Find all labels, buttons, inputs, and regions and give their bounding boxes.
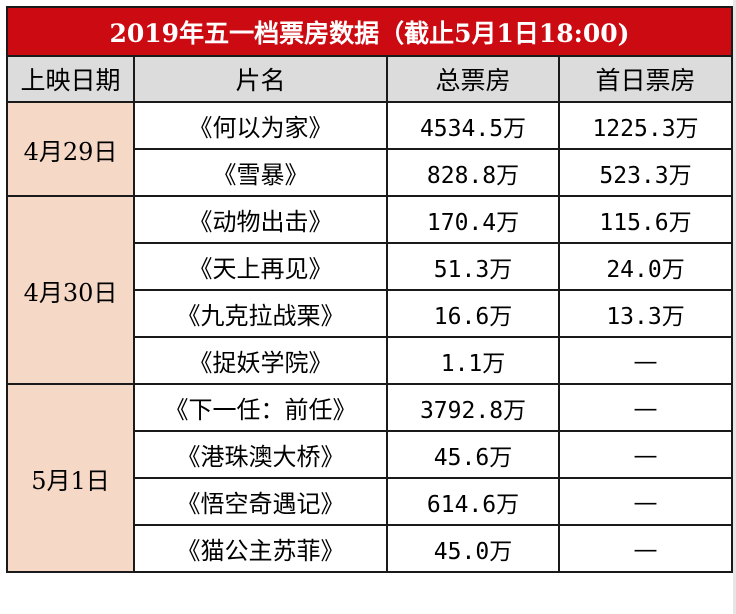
first-day-box-office-cell: 115.6万	[557, 195, 734, 244]
total-box-office-cell: 51.3万	[386, 242, 560, 291]
total-box-office-cell-unit: 万	[489, 444, 513, 471]
first-day-box-office-cell-value: —	[633, 534, 658, 563]
total-box-office-cell-unit: 万	[496, 162, 520, 189]
total-box-office-cell-unit: 万	[489, 538, 513, 565]
film-name-cell: 《雪暴》	[133, 148, 388, 197]
total-box-office-cell-unit: 万	[482, 350, 506, 377]
first-day-box-office-cell-value: —	[633, 440, 658, 469]
first-day-box-office-cell-unit: 万	[668, 209, 692, 236]
total-box-office-cell-value: 16.6	[433, 303, 490, 330]
total-box-office-cell: 3792.8万	[386, 383, 560, 432]
header-row: 上映日期 片名 总票房 首日票房	[6, 55, 734, 103]
total-box-office-cell-unit: 万	[489, 303, 513, 330]
total-box-office-cell-value: 45.0	[433, 538, 490, 565]
first-day-box-office-cell-value: 1225.3	[592, 115, 676, 142]
release-date-cell: 5月1日	[6, 383, 135, 573]
film-name-cell: 《悟空奇遇记》	[133, 477, 388, 526]
table-row: 《雪暴》 828.8万 523.3万	[7, 148, 734, 197]
sheet-edge	[733, 0, 736, 614]
film-name-cell: 《港珠澳大桥》	[133, 430, 388, 479]
table-row: 《港珠澳大桥》 45.6万 —	[7, 430, 734, 479]
table-row: 《悟空奇遇记》 614.6万 —	[7, 477, 734, 526]
first-day-box-office-cell-value: —	[633, 346, 658, 375]
first-day-box-office-cell: 24.0万	[557, 242, 734, 291]
table-row: 4月30日 《动物出击》 170.4万 115.6万	[6, 195, 734, 385]
total-box-office-cell-value: 45.6	[433, 444, 490, 471]
total-box-office-cell-value: 170.4	[426, 209, 497, 236]
table-row: 《天上再见》 51.3万 24.0万	[7, 242, 734, 291]
total-box-office-cell-unit: 万	[503, 115, 527, 142]
release-date-cell: 4月29日	[6, 101, 135, 197]
table-body: 4月29日 《何以为家》 4534.5万 1225.3万 《雪暴》 828.8万 523.3…	[6, 101, 734, 573]
first-day-box-office-cell-value: 24.0	[606, 256, 662, 283]
total-box-office-cell: 45.0万	[386, 524, 560, 573]
table-row: 《捉妖学院》 1.1万 —	[7, 336, 734, 385]
film-name-cell: 《猫公主苏菲》	[133, 524, 388, 573]
total-box-office-cell-unit: 万	[496, 491, 520, 518]
first-day-box-office-cell-value: —	[633, 487, 658, 516]
total-box-office-cell: 4534.5万	[386, 101, 560, 150]
table-title: 2019年五一档票房数据（截止5月1日18:00)	[5, 6, 734, 57]
first-day-box-office-cell-value: 13.3	[606, 303, 662, 330]
total-box-office-cell-value: 828.8	[426, 162, 497, 189]
first-day-box-office-cell-unit: 万	[668, 162, 692, 189]
first-day-box-office-cell: 523.3万	[557, 148, 734, 197]
total-box-office-cell: 828.8万	[386, 148, 560, 197]
total-box-office-cell-unit: 万	[489, 256, 513, 283]
total-box-office-cell: 170.4万	[386, 195, 560, 244]
release-date-cell: 4月30日	[6, 195, 135, 385]
first-day-box-office-cell: —	[557, 336, 734, 385]
first-day-box-office-cell: 13.3万	[557, 289, 734, 338]
total-box-office-cell-value: 3792.8	[419, 397, 504, 424]
total-box-office-cell: 1.1万	[386, 336, 560, 385]
film-name-cell: 《九克拉战栗》	[133, 289, 388, 338]
total-box-office-cell-unit: 万	[503, 397, 527, 424]
table-row: 4月29日 《何以为家》 4534.5万 1225.3万	[6, 101, 734, 197]
header-first-day: 首日票房	[557, 55, 734, 103]
first-day-box-office-cell: —	[557, 383, 734, 432]
total-box-office-cell-unit: 万	[496, 209, 520, 236]
first-day-box-office-cell-unit: 万	[661, 256, 685, 283]
header-total: 总票房	[386, 55, 560, 103]
total-box-office-cell: 614.6万	[386, 477, 560, 526]
table-row: 《猫公主苏菲》 45.0万 —	[7, 524, 734, 573]
film-name-cell: 《下一任：前任》	[133, 383, 388, 432]
total-box-office-cell: 16.6万	[386, 289, 560, 338]
total-box-office-cell-value: 4534.5	[419, 115, 504, 142]
film-name-cell: 《动物出击》	[133, 195, 388, 244]
film-name-cell: 《天上再见》	[133, 242, 388, 291]
header-film: 片名	[133, 55, 388, 103]
table-row: 《九克拉战栗》 16.6万 13.3万	[7, 289, 734, 338]
first-day-box-office-cell-value: 523.3	[599, 162, 669, 189]
box-office-table: 2019年五一档票房数据（截止5月1日18:00) 上映日期 片名 总票房 首日…	[5, 6, 734, 573]
total-box-office-cell-value: 614.6	[426, 491, 497, 518]
table-row: 5月1日 《下一任：前任》 3792.8万 —	[6, 383, 734, 573]
first-day-box-office-cell: —	[557, 477, 734, 526]
total-box-office-cell-value: 51.3	[433, 256, 490, 283]
first-day-box-office-cell-value: 115.6	[599, 209, 669, 236]
first-day-box-office-cell-unit: 万	[661, 303, 685, 330]
total-box-office-cell: 45.6万	[386, 430, 560, 479]
first-day-box-office-cell: —	[557, 430, 734, 479]
title-row: 2019年五一档票房数据（截止5月1日18:00)	[5, 6, 734, 57]
first-day-box-office-cell: 1225.3万	[557, 101, 734, 150]
header-date: 上映日期	[6, 55, 135, 103]
first-day-box-office-cell-unit: 万	[675, 115, 699, 142]
total-box-office-cell-value: 1.1	[440, 350, 483, 377]
film-name-cell: 《捉妖学院》	[133, 336, 388, 385]
first-day-box-office-cell-value: —	[633, 393, 658, 422]
first-day-box-office-cell: —	[557, 524, 734, 573]
film-name-cell: 《何以为家》	[133, 101, 388, 150]
